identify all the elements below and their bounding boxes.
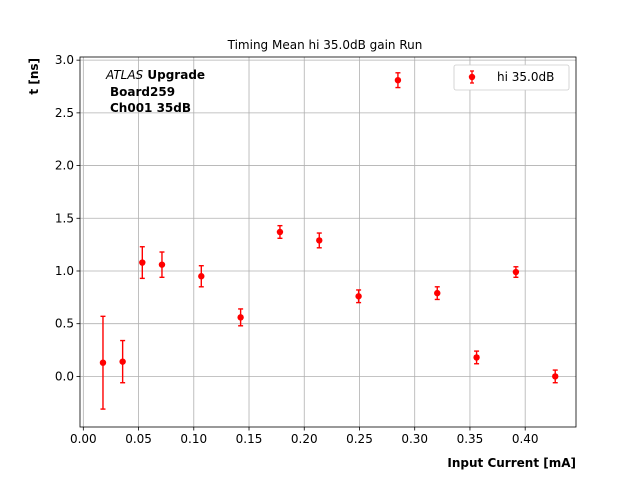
y-tick-label: 0.5 [55, 317, 74, 331]
data-point-marker [198, 273, 205, 280]
y-axis-label: t [ns] [27, 58, 41, 95]
data-point [434, 286, 441, 301]
data-series [99, 72, 559, 410]
data-point-marker [434, 289, 441, 297]
x-tick-label: 0.35 [457, 432, 484, 446]
data-point-marker [276, 228, 284, 236]
x-tick-label: 0.05 [125, 432, 152, 446]
data-point-marker [158, 261, 166, 268]
x-tick-label: 0.40 [512, 432, 539, 446]
data-point-marker [99, 359, 107, 366]
data-point [198, 265, 205, 288]
x-axis-label: Input Current [mA] [447, 456, 576, 470]
y-tick-label: 2.0 [55, 159, 74, 173]
plot-frame [79, 56, 577, 428]
data-point [99, 315, 107, 410]
annotation-channel: Ch001 35dB [110, 101, 191, 115]
data-point-marker [552, 373, 559, 380]
annotation-board: Board259 [110, 85, 175, 99]
data-point-marker [316, 237, 323, 244]
chart-title: Timing Mean hi 35.0dB gain Run [227, 38, 423, 52]
data-point-marker [355, 293, 362, 300]
data-point-marker [512, 268, 520, 276]
x-tick-label: 0.10 [180, 432, 207, 446]
data-point [237, 308, 244, 327]
data-point [158, 251, 166, 279]
legend-box [453, 64, 570, 91]
data-point [512, 266, 520, 279]
y-tick-label: 1.5 [55, 211, 74, 225]
data-point [139, 246, 146, 280]
x-tick-label: 0.25 [346, 432, 373, 446]
y-axis-ticks: 0.0 0.5 1.0 1.5 2.0 2.5 3.0 [55, 53, 80, 383]
legend-marker [468, 73, 476, 81]
x-axis-ticks: 0.00 0.05 0.10 0.15 0.20 0.25 0.30 0.35 0.40 [70, 427, 539, 446]
data-point [394, 72, 402, 89]
x-tick-label: 0.00 [70, 432, 97, 446]
data-point-marker [473, 354, 480, 361]
legend: hi 35.0dB [453, 64, 570, 91]
legend-label: hi 35.0dB [497, 70, 554, 84]
y-tick-label: 3.0 [55, 53, 74, 67]
data-point-marker [119, 358, 126, 365]
data-point [316, 232, 323, 249]
data-point-marker [394, 76, 402, 84]
data-point-marker [237, 314, 244, 321]
annotation-experiment: ATLAS [105, 68, 144, 82]
x-tick-label: 0.30 [401, 432, 428, 446]
annotation-experiment-suffix: Upgrade [147, 68, 205, 82]
y-tick-label: 2.5 [55, 106, 74, 120]
y-tick-label: 0.0 [55, 369, 74, 383]
data-point [119, 339, 126, 384]
data-point [552, 369, 559, 384]
data-point [473, 350, 480, 365]
data-point [355, 289, 362, 304]
data-point [276, 224, 284, 240]
y-tick-label: 1.0 [55, 264, 74, 278]
annotation-experiment-line: ATLAS Upgrade [105, 68, 205, 82]
x-tick-label: 0.20 [291, 432, 318, 446]
x-tick-label: 0.15 [236, 432, 263, 446]
data-point-marker [139, 259, 146, 266]
